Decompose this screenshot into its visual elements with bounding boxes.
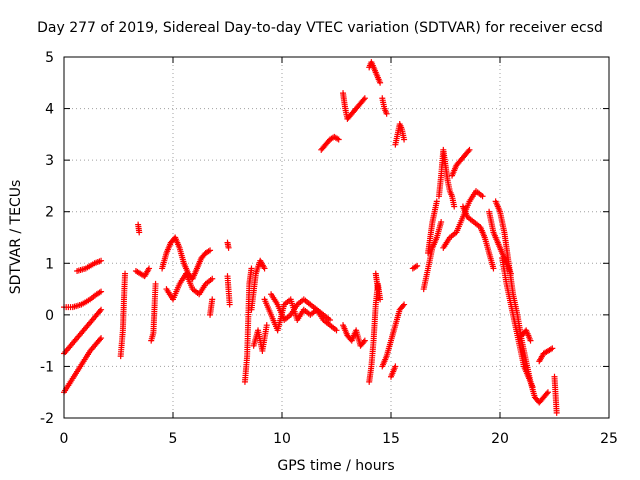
data-point (136, 229, 143, 236)
x-tick-label: 10 (273, 431, 291, 447)
data-point (553, 409, 560, 416)
data-point (146, 265, 153, 272)
x-tick-labels: 0 5 10 15 20 25 (60, 431, 618, 447)
data-point (152, 280, 159, 287)
data-point (374, 286, 381, 293)
data-point (383, 110, 390, 117)
grid (64, 57, 609, 418)
data-point (209, 296, 216, 303)
y-tick-label: -2 (40, 411, 54, 427)
data-point (401, 301, 408, 308)
data-point (490, 265, 497, 272)
data-point (261, 265, 268, 272)
data-point (399, 302, 406, 309)
data-point (335, 136, 342, 143)
data-point (263, 322, 270, 329)
data-point (361, 95, 368, 102)
data-point (96, 336, 103, 343)
data-point (209, 275, 216, 282)
data-point (549, 345, 556, 352)
y-tick-label: 1 (45, 256, 54, 272)
data-point (207, 247, 214, 254)
data-point (98, 257, 105, 264)
data-point (226, 301, 233, 308)
data-point (98, 335, 105, 342)
data-point (543, 390, 550, 397)
y-tick-label: 0 (45, 308, 54, 324)
data-point (98, 306, 105, 313)
data-point (465, 148, 472, 155)
data-point (527, 337, 534, 344)
data-point (98, 288, 105, 295)
data-point (96, 307, 103, 314)
data-point (414, 262, 421, 269)
data-point (225, 244, 232, 251)
x-tick-label: 0 (60, 431, 69, 447)
y-tick-labels: -2 -1 0 1 2 3 4 5 (40, 50, 54, 427)
y-tick-label: 3 (45, 153, 54, 169)
data-point (544, 389, 551, 396)
y-tick-label: 4 (45, 102, 54, 118)
data-point (392, 363, 399, 370)
y-axis-label: SDTVAR / TECUs (8, 180, 24, 295)
x-tick-label: 15 (382, 431, 400, 447)
x-tick-label: 25 (600, 431, 618, 447)
data-point (361, 337, 368, 344)
chart-title: Day 277 of 2019, Sidereal Day-to-day VTE… (37, 20, 603, 36)
x-axis-label: GPS time / hours (277, 458, 394, 474)
x-tick-label: 20 (491, 431, 509, 447)
data-point (360, 338, 367, 345)
plot-frame (63, 56, 610, 419)
data-point (377, 79, 384, 86)
y-tick-label: -1 (40, 359, 54, 375)
data-point (479, 193, 486, 200)
x-tick-label: 5 (169, 431, 178, 447)
data-point (466, 146, 473, 153)
data-point (326, 317, 333, 324)
data-point (333, 327, 340, 334)
data-point (360, 96, 367, 103)
data-point (433, 198, 440, 205)
y-tick-label: 5 (45, 50, 54, 66)
y-tick-label: 2 (45, 205, 54, 221)
data-point (529, 384, 536, 391)
data-points (61, 59, 560, 416)
axis-ticks (63, 56, 610, 419)
data-point (248, 265, 255, 272)
data-point (122, 270, 129, 277)
data-point (377, 296, 384, 303)
data-point (438, 219, 445, 226)
data-point (451, 203, 458, 210)
data-point (401, 136, 408, 143)
